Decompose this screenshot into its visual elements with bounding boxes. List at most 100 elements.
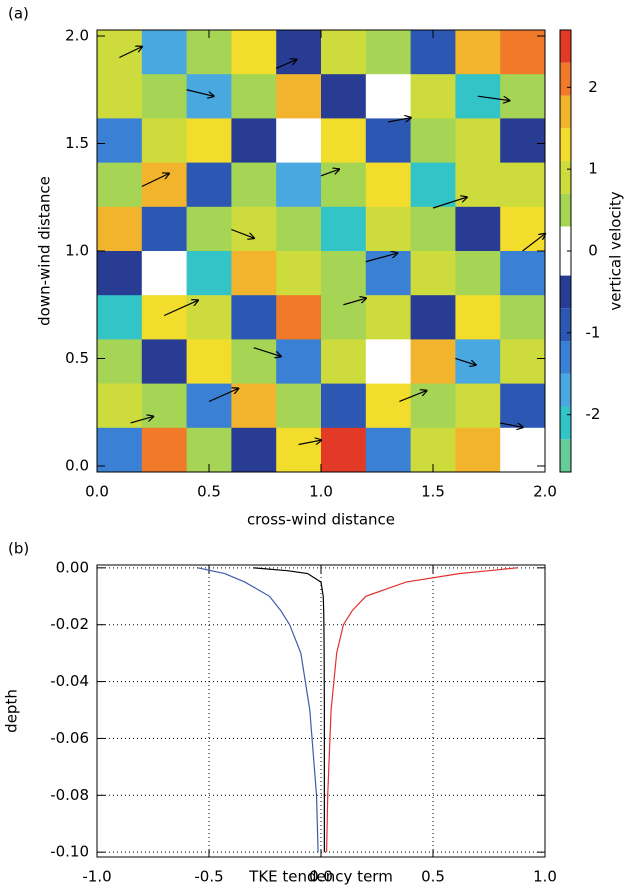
field-cell: [231, 162, 277, 208]
y-tick-label: 1.5: [65, 134, 89, 152]
velocity-arrow: [208, 389, 238, 403]
velocity-arrow: [343, 298, 365, 306]
field-cell: [276, 206, 322, 252]
x-tick-label: -1.0: [82, 868, 111, 885]
velocity-arrow: [231, 228, 253, 239]
field-cell: [97, 162, 143, 208]
field-cell: [97, 383, 143, 429]
colorbar-tick-label: -1: [586, 323, 601, 341]
field-cell: [186, 74, 232, 119]
field-cell: [141, 383, 188, 429]
field-cell: [231, 206, 277, 252]
colorbar-bin: [560, 341, 571, 374]
velocity-arrow: [275, 60, 296, 69]
field-cell: [186, 162, 232, 208]
x-axis-label: cross-wind distance: [247, 511, 395, 529]
field-cell: [410, 74, 456, 119]
field-cell: [321, 339, 367, 385]
field-cell: [321, 251, 367, 296]
field-cell: [365, 162, 412, 208]
field-cell: [141, 427, 188, 473]
velocity-arrow: [432, 197, 467, 209]
velocity-arrow: [163, 300, 198, 317]
field-cell: [231, 295, 277, 340]
field-cell: [410, 295, 456, 340]
field-cell: [321, 74, 367, 119]
velocity-arrow: [298, 440, 321, 446]
x-tick-label: 1.5: [421, 483, 445, 501]
field-cell: [186, 251, 232, 296]
field-cell: [365, 427, 412, 473]
field-cell: [455, 427, 501, 473]
colorbar-bin: [560, 439, 571, 472]
x-tick-label: 2.0: [533, 483, 557, 501]
field-cell: [455, 295, 501, 340]
field-cell: [276, 74, 322, 119]
colorbar-tick-label: 0: [588, 242, 598, 260]
field-cell: [141, 339, 188, 385]
field-cell: [455, 339, 501, 385]
velocity-arrow: [141, 174, 169, 188]
colorbar-bin: [560, 62, 571, 96]
field-cell: [500, 162, 546, 208]
field-cell: [321, 162, 367, 208]
colorbar-bin: [560, 128, 571, 161]
field-cell: [410, 162, 456, 208]
field-cell: [276, 251, 322, 296]
x-tick-label: -0.5: [194, 868, 223, 885]
field-cell: [365, 74, 412, 119]
field-cell: [410, 339, 456, 385]
velocity-arrow: [365, 253, 397, 263]
field-cell: [141, 295, 188, 340]
velocity-arrow: [119, 47, 141, 59]
x-tick-label: 0.0: [309, 868, 333, 885]
field-cell: [141, 162, 188, 208]
x-axis-label: TKE tendency term: [248, 868, 393, 885]
colorbar-tick-label: -2: [586, 405, 601, 423]
velocity-arrow: [399, 391, 426, 403]
velocity-arrow: [500, 422, 522, 427]
field-cell: [97, 30, 143, 75]
field-cell: [500, 427, 546, 473]
field-cell: [231, 427, 277, 473]
field-cell: [231, 30, 277, 75]
colorbar-bin: [560, 226, 571, 276]
field-cell: [455, 383, 501, 429]
field-cell: [141, 30, 188, 75]
field-cell: [276, 162, 322, 208]
field-cell: [97, 339, 143, 385]
y-axis-label: down-wind distance: [36, 176, 54, 326]
field-cell: [97, 427, 143, 473]
field-cell: [365, 339, 412, 385]
y-tick-label: 0.00: [56, 558, 89, 576]
y-tick-label: 0.5: [65, 349, 89, 367]
field-cell: [455, 206, 501, 252]
plot-frame: [96, 29, 546, 473]
field-cell: [276, 295, 322, 340]
x-tick-label: 0.5: [197, 483, 221, 501]
field-cell: [500, 206, 546, 252]
field-cell: [321, 295, 367, 340]
field-cell: [141, 74, 188, 119]
velocity-arrow: [130, 417, 153, 424]
y-axis-label: depth: [3, 689, 21, 733]
y-tick-label: 1.0: [65, 242, 89, 260]
field-cell: [276, 118, 322, 164]
field-cell: [500, 295, 546, 340]
x-tick-label: 1.0: [309, 483, 333, 501]
colorbar-tick-label: 1: [588, 160, 598, 178]
field-cell: [500, 383, 546, 429]
field-cell: [321, 383, 367, 429]
field-cell: [141, 251, 188, 296]
y-tick-label: -0.04: [50, 672, 89, 690]
field-cell: [97, 74, 143, 119]
colorbar-bin: [560, 193, 571, 227]
field-cell: [500, 251, 546, 296]
panel-label: (a): [8, 5, 29, 23]
field-cell: [500, 30, 546, 75]
y-tick-label: -0.08: [50, 786, 89, 804]
field-cell: [500, 339, 546, 385]
series-line: [326, 567, 518, 853]
field: [97, 30, 546, 473]
